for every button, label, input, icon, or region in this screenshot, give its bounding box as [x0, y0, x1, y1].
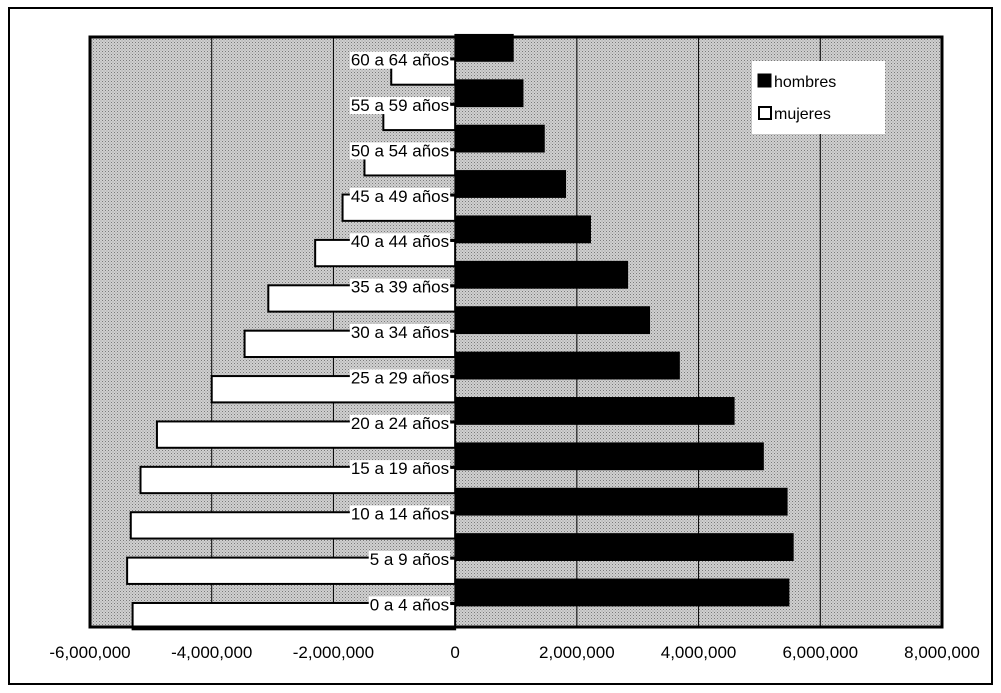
- category-label-background: [349, 233, 451, 251]
- category-label: 25 a 29 años: [351, 368, 449, 387]
- category-label: 0 a 4 años: [370, 595, 449, 614]
- category-label-background: [349, 369, 451, 387]
- bar-hombres: [454, 124, 545, 153]
- category-label-background: [349, 505, 451, 523]
- category-label: 15 a 19 años: [351, 459, 449, 478]
- category-label-background: [349, 278, 451, 296]
- category-label: 30 a 34 años: [351, 323, 449, 342]
- x-tick-label: 8,000,000: [904, 643, 980, 662]
- category-labels: 0 a 4 años 5 a 9 años 10 a 14 años 15 a 19 …: [349, 37, 456, 627]
- bars: [126, 33, 794, 631]
- category-label: 60 a 64 años: [351, 51, 449, 70]
- x-tick-label: 4,000,000: [661, 643, 737, 662]
- x-tick-label: -2,000,000: [293, 643, 374, 662]
- category-label-background: [349, 187, 451, 205]
- category-label-background: [349, 97, 451, 115]
- x-tick-label: 0: [450, 643, 459, 662]
- bar-hombres: [454, 442, 764, 471]
- category-label: 35 a 39 años: [351, 278, 449, 297]
- category-label: 40 a 44 años: [351, 232, 449, 251]
- legend-swatch-hombres: [757, 73, 772, 88]
- bar-hombres: [454, 79, 524, 108]
- legend-label-mujeres: mujeres: [774, 106, 831, 123]
- category-label-background: [349, 51, 451, 69]
- bar-hombres: [454, 306, 651, 335]
- bar-hombres: [454, 397, 735, 425]
- category-label: 45 a 49 años: [351, 187, 449, 206]
- x-tick-label: 2,000,000: [539, 643, 615, 662]
- bar-hombres: [454, 533, 794, 561]
- bar-hombres: [454, 33, 514, 62]
- bar-hombres: [454, 351, 680, 380]
- category-label: 10 a 14 años: [351, 505, 449, 524]
- category-label: 5 a 9 años: [370, 550, 449, 569]
- legend: hombres mujeres: [752, 61, 885, 134]
- category-label-background: [349, 414, 451, 432]
- legend-label-hombres: hombres: [774, 74, 836, 91]
- legend-box: [752, 61, 885, 134]
- category-label-background: [349, 324, 451, 341]
- category-label: 50 a 54 años: [351, 141, 449, 160]
- x-tick-label: 6,000,000: [782, 643, 858, 662]
- category-label-background: [368, 550, 451, 568]
- bar-hombres: [454, 260, 629, 289]
- x-tick-label: -4,000,000: [171, 643, 252, 662]
- legend-swatch-mujeres: [758, 106, 772, 120]
- category-label-background: [349, 142, 451, 160]
- bar-hombres: [454, 215, 591, 244]
- bar-hombres: [454, 170, 567, 198]
- category-label: 20 a 24 años: [351, 414, 449, 433]
- category-label-background: [368, 596, 451, 614]
- bar-hombres: [454, 487, 788, 516]
- plot-border: [88, 35, 944, 629]
- bar-hombres: [454, 578, 790, 607]
- category-label: 55 a 59 años: [351, 96, 449, 115]
- x-tick-label: -6,000,000: [49, 643, 130, 662]
- x-axis-tick-labels: -6,000,000 -4,000,000 -2,000,000 0 2,000,000…: [49, 643, 979, 662]
- category-label-background: [349, 460, 451, 478]
